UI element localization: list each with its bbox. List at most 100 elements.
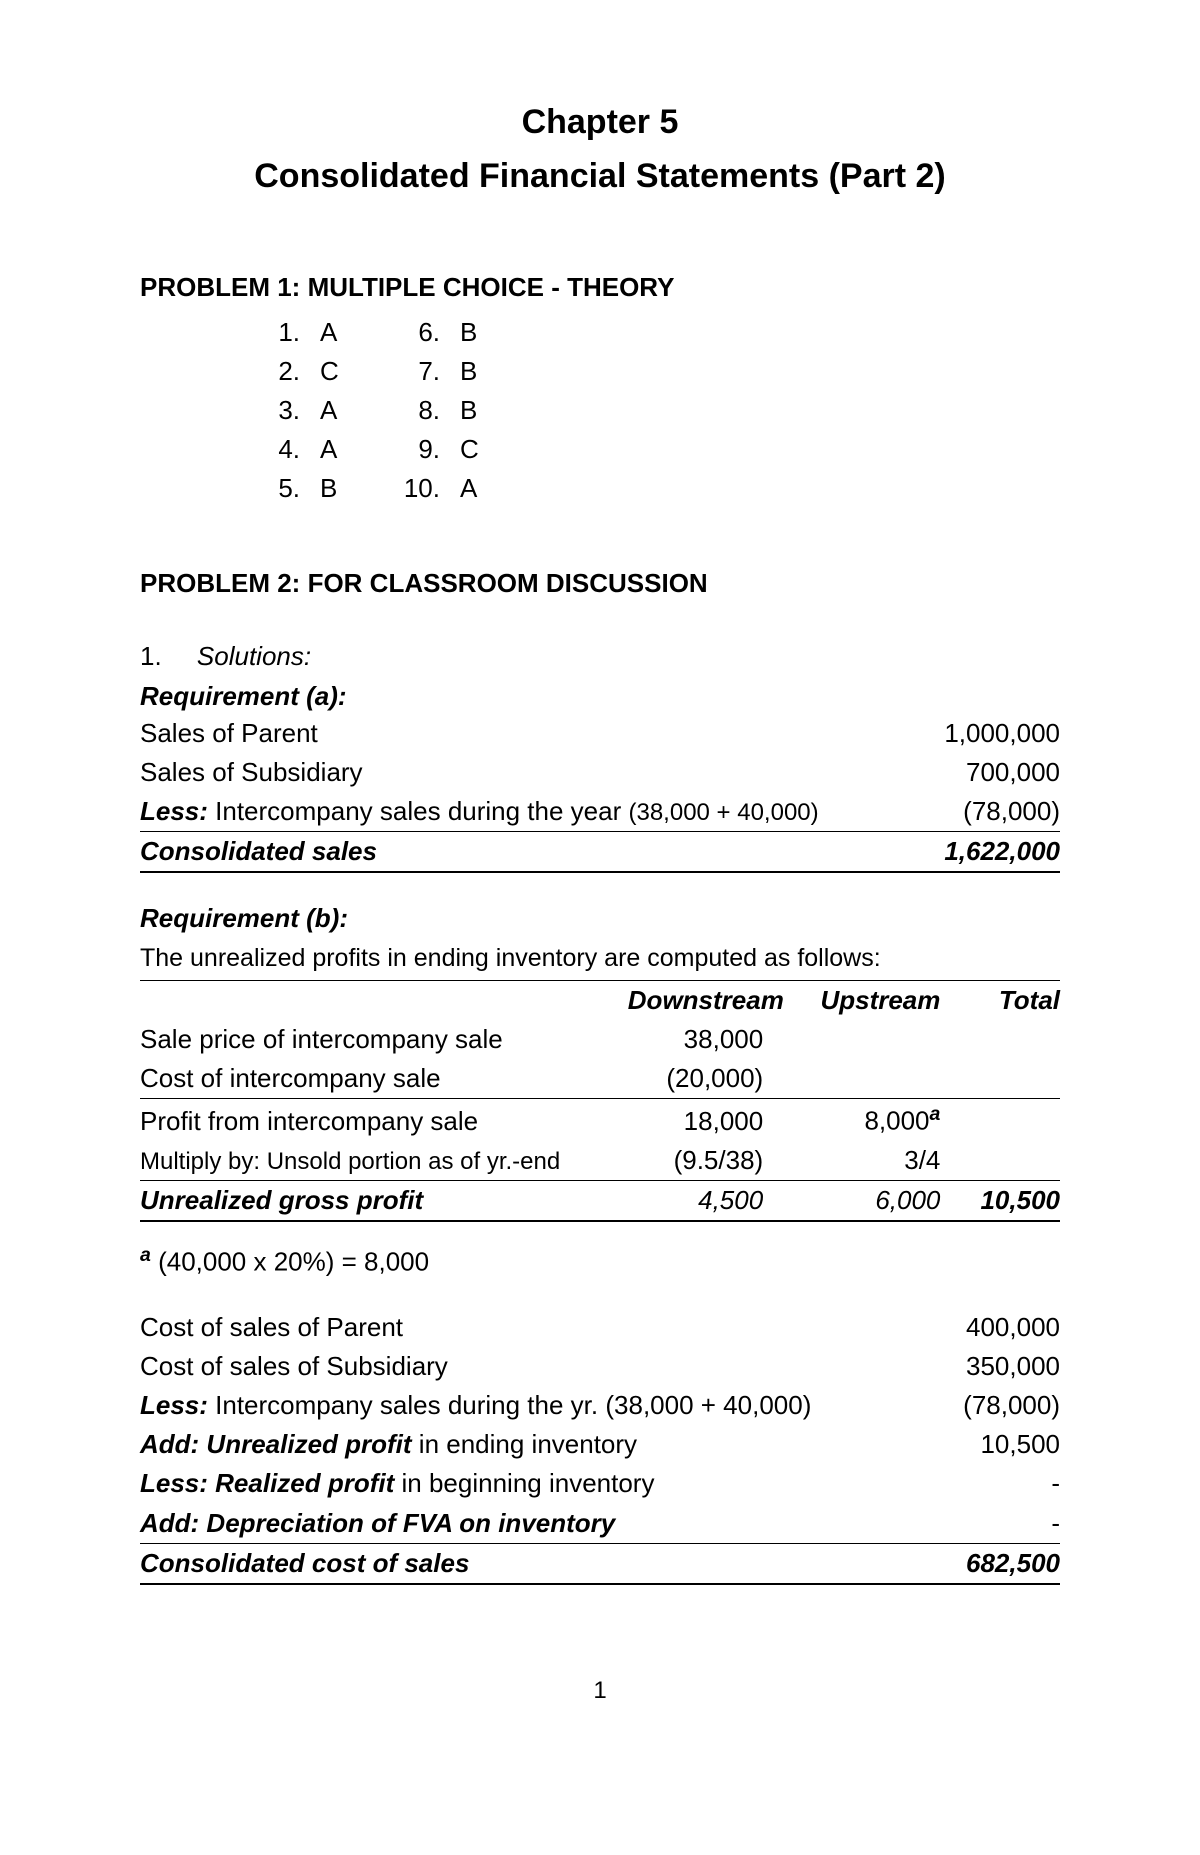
- less-rest: Intercompany sales during the year: [208, 796, 629, 826]
- mc-num: 3.: [260, 393, 320, 428]
- col-header-total: Total: [940, 981, 1060, 1021]
- mc-answer: A: [320, 315, 400, 350]
- total-amount: 1,622,000: [926, 832, 1060, 873]
- row-label: Add: Depreciation of FVA on inventory: [140, 1504, 944, 1544]
- table-row: Less: Intercompany sales during the year…: [140, 792, 1060, 832]
- requirement-b-profit-table: Downstream Upstream Total Sale price of …: [140, 980, 1060, 1222]
- table-row: Sales of Subsidiary 700,000: [140, 753, 1060, 792]
- table-row: Cost of sales of Subsidiary 350,000: [140, 1347, 1060, 1386]
- cell-upstream: 8,000a: [793, 1099, 940, 1141]
- requirement-a-table: Sales of Parent 1,000,000 Sales of Subsi…: [140, 714, 1060, 874]
- add-rest: in ending inventory: [412, 1429, 637, 1459]
- less-rest: in beginning inventory: [394, 1468, 654, 1498]
- table-row: Less: Realized profit in beginning inven…: [140, 1464, 1060, 1503]
- row-label: Add: Unrealized profit in ending invento…: [140, 1425, 944, 1464]
- less-prefix: Less: Realized profit: [140, 1468, 394, 1498]
- row-label: Profit from intercompany sale: [140, 1099, 618, 1141]
- mc-answer: C: [320, 354, 400, 389]
- col-header-upstream: Upstream: [793, 981, 940, 1021]
- ugp-downstream: 4,500: [618, 1181, 793, 1222]
- row-amount: 700,000: [926, 753, 1060, 792]
- footnote-sup: a: [140, 1244, 151, 1266]
- table-total-row: Consolidated sales 1,622,000: [140, 832, 1060, 873]
- cell-total: [940, 1059, 1060, 1099]
- table-row: Add: Depreciation of FVA on inventory -: [140, 1504, 1060, 1544]
- table-row: Less: Intercompany sales during the yr. …: [140, 1386, 1060, 1425]
- mc-num: 4.: [260, 432, 320, 467]
- table-row: Add: Unrealized profit in ending invento…: [140, 1425, 1060, 1464]
- mc-num: 9.: [400, 432, 460, 467]
- row-amount: 1,000,000: [926, 714, 1060, 753]
- less-prefix: Less:: [140, 796, 208, 826]
- table-total-row: Unrealized gross profit 4,500 6,000 10,5…: [140, 1181, 1060, 1222]
- cell-downstream: (9.5/38): [618, 1141, 793, 1181]
- mc-num: 10.: [400, 471, 460, 506]
- table-row: Multiply by: Unsold portion as of yr.-en…: [140, 1141, 1060, 1181]
- row-label: Multiply by: Unsold portion as of yr.-en…: [140, 1141, 618, 1181]
- mc-answers-grid: 1. A 6. B 2. C 7. B 3. A 8. B 4. A 9. C …: [260, 315, 1060, 506]
- table-row: Sales of Parent 1,000,000: [140, 714, 1060, 753]
- row-label: Less: Realized profit in beginning inven…: [140, 1464, 944, 1503]
- solutions-label: Solutions:: [197, 641, 311, 671]
- mc-answer: A: [460, 471, 540, 506]
- row-label: Cost of sales of Parent: [140, 1308, 944, 1347]
- problem-2-heading: PROBLEM 2: FOR CLASSROOM DISCUSSION: [140, 566, 1060, 601]
- footnote-a: a (40,000 x 20%) = 8,000: [140, 1242, 1060, 1280]
- footnote-text: (40,000 x 20%) = 8,000: [151, 1247, 429, 1277]
- chapter-subtitle: Consolidated Financial Statements (Part …: [140, 154, 1060, 200]
- total-label: Consolidated sales: [140, 832, 926, 873]
- mc-num: 1.: [260, 315, 320, 350]
- table-row: Cost of sales of Parent 400,000: [140, 1308, 1060, 1347]
- row-amount: (78,000): [926, 792, 1060, 832]
- mc-answer: B: [320, 471, 400, 506]
- solutions-line: 1. Solutions:: [140, 639, 1060, 674]
- cell-upstream: [793, 1020, 940, 1059]
- row-label: Sales of Parent: [140, 714, 926, 753]
- row-label: Less: Intercompany sales during the yr. …: [140, 1386, 944, 1425]
- less-detail: (38,000 + 40,000): [605, 1390, 811, 1420]
- cost-of-sales-table: Cost of sales of Parent 400,000 Cost of …: [140, 1308, 1060, 1585]
- mc-num: 8.: [400, 393, 460, 428]
- requirement-b-note: The unrealized profits in ending invento…: [140, 942, 1060, 976]
- row-amount: 10,500: [944, 1425, 1060, 1464]
- cell-upstream: 3/4: [793, 1141, 940, 1181]
- row-label: Cost of sales of Subsidiary: [140, 1347, 944, 1386]
- chapter-title: Chapter 5: [140, 100, 1060, 146]
- row-amount: -: [944, 1464, 1060, 1503]
- problem-1-heading: PROBLEM 1: MULTIPLE CHOICE - THEORY: [140, 270, 1060, 305]
- mc-answer: B: [460, 315, 540, 350]
- table-header-row: Downstream Upstream Total: [140, 981, 1060, 1021]
- mc-num: 6.: [400, 315, 460, 350]
- mc-answer: A: [320, 393, 400, 428]
- col-header-downstream: Downstream: [618, 981, 793, 1021]
- row-amount: 350,000: [944, 1347, 1060, 1386]
- add-prefix: Add: Unrealized profit: [140, 1429, 412, 1459]
- ugp-upstream: 6,000: [793, 1181, 940, 1222]
- cell-downstream: (20,000): [618, 1059, 793, 1099]
- mc-answer: B: [460, 354, 540, 389]
- cell-total: [940, 1020, 1060, 1059]
- row-label: Sale price of intercompany sale: [140, 1020, 618, 1059]
- table-total-row: Consolidated cost of sales 682,500: [140, 1543, 1060, 1584]
- less-prefix: Less:: [140, 1390, 208, 1420]
- less-rest: Intercompany sales during the yr.: [208, 1390, 605, 1420]
- table-row: Sale price of intercompany sale 38,000: [140, 1020, 1060, 1059]
- mc-num: 5.: [260, 471, 320, 506]
- ugp-total: 10,500: [940, 1181, 1060, 1222]
- row-amount: 400,000: [944, 1308, 1060, 1347]
- row-label: Sales of Subsidiary: [140, 753, 926, 792]
- page-number: 1: [140, 1675, 1060, 1707]
- mc-num: 2.: [260, 354, 320, 389]
- cell-total: [940, 1141, 1060, 1181]
- row-amount: (78,000): [944, 1386, 1060, 1425]
- row-label: Cost of intercompany sale: [140, 1059, 618, 1099]
- mc-answer: C: [460, 432, 540, 467]
- less-detail: (38,000 + 40,000): [628, 799, 818, 826]
- requirement-a-heading: Requirement (a):: [140, 679, 1060, 714]
- row-amount: -: [944, 1504, 1060, 1544]
- mc-num: 7.: [400, 354, 460, 389]
- mc-answer: A: [320, 432, 400, 467]
- total-label: Consolidated cost of sales: [140, 1543, 944, 1584]
- cell-total: [940, 1099, 1060, 1141]
- ugp-label: Unrealized gross profit: [140, 1181, 618, 1222]
